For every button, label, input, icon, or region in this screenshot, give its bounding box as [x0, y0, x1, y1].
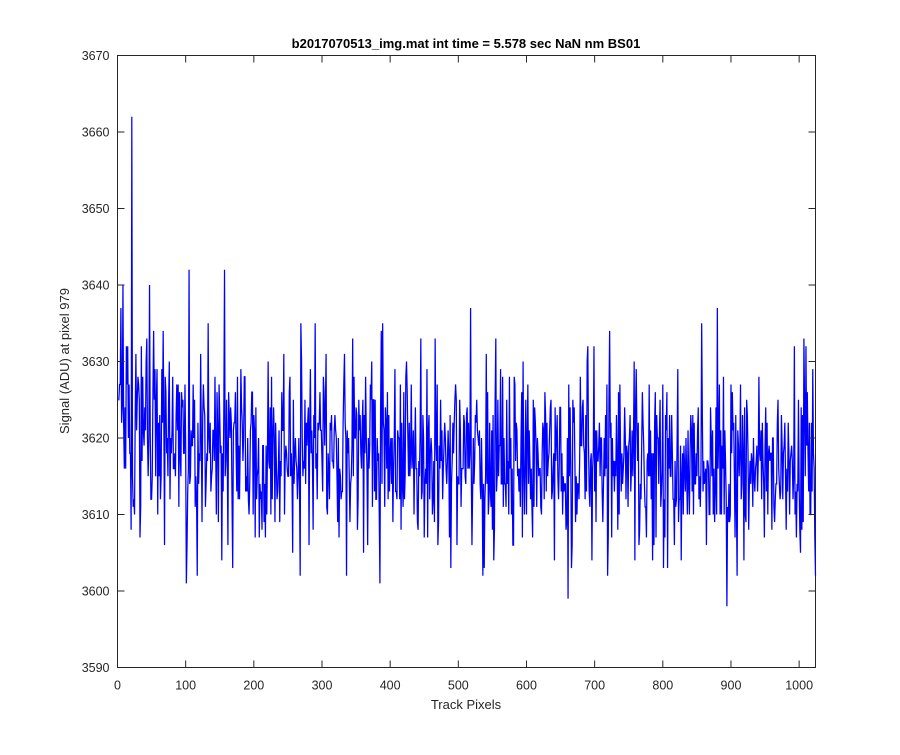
- y-tick-label: 3660: [82, 126, 110, 140]
- chart-title: b2017070513_img.mat int time = 5.578 sec…: [292, 36, 641, 51]
- x-tick-label: 100: [175, 679, 196, 693]
- y-tick-label: 3600: [82, 585, 110, 599]
- x-tick-label: 800: [652, 679, 673, 693]
- series-layer: [118, 116, 817, 607]
- y-tick-label: 3610: [82, 508, 110, 522]
- x-tick-label: 600: [516, 679, 537, 693]
- x-tick-label: 400: [380, 679, 401, 693]
- x-tick-label: 200: [243, 679, 264, 693]
- plot-area: [117, 55, 816, 668]
- x-tick-label: 900: [721, 679, 742, 693]
- y-tick-label: 3590: [82, 661, 110, 675]
- x-tick-label: 500: [448, 679, 469, 693]
- y-tick-label: 3670: [82, 49, 110, 63]
- x-tick-label: 700: [584, 679, 605, 693]
- x-tick-label: 0: [114, 679, 121, 693]
- tick-layer: [117, 55, 816, 668]
- y-tick-label: 3640: [82, 279, 110, 293]
- series-line: [118, 116, 817, 607]
- y-tick-label: 3630: [82, 355, 110, 369]
- x-tick-labels: 0 100 200 300 400 500 600 700 800 900 1000: [114, 679, 813, 693]
- y-tick-label: 3620: [82, 432, 110, 446]
- y-tick-labels: 3590 3600 3610 3620 3630 3640 3650 3660 3670: [82, 49, 110, 675]
- x-tick-label: 300: [312, 679, 333, 693]
- y-axis-label: Signal (ADU) at pixel 979: [57, 288, 72, 434]
- y-tick-label: 3650: [82, 202, 110, 216]
- x-tick-label: 1000: [785, 679, 813, 693]
- x-axis-label: Track Pixels: [431, 697, 502, 712]
